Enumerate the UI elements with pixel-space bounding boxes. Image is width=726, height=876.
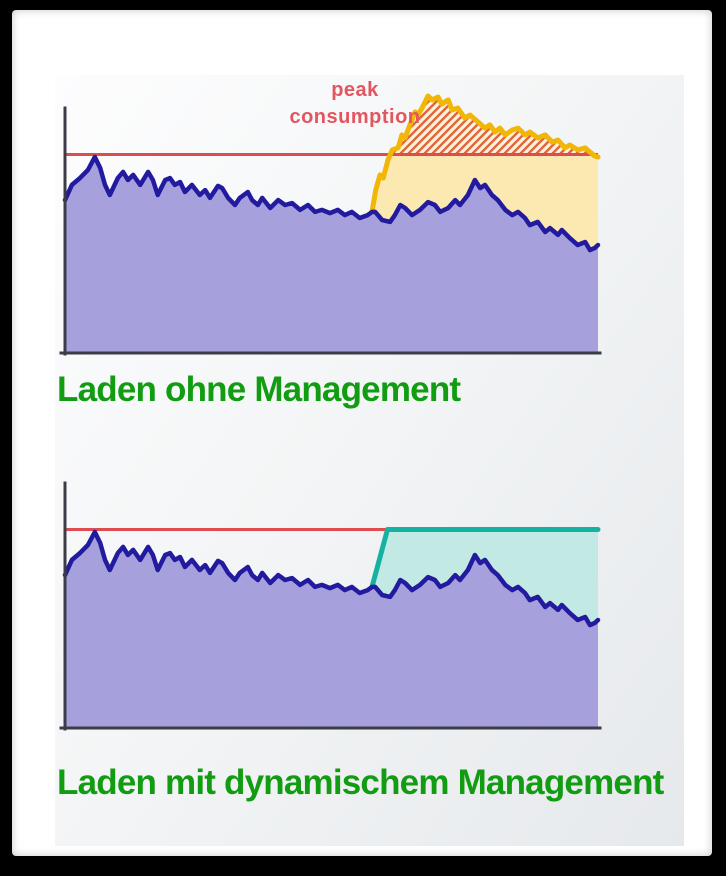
caption-without-management: Laden ohne Management xyxy=(57,370,461,409)
content-card: peak consumption Laden ohne Management xyxy=(55,75,684,846)
annotation-line1: peak xyxy=(331,79,379,101)
chart-with-dynamic-management-plot xyxy=(59,481,602,731)
annotation-line2: consumption xyxy=(289,106,421,128)
overlay-stroke xyxy=(369,93,601,215)
chart-without-management-plot xyxy=(59,93,602,356)
chart-with-dynamic-management xyxy=(55,450,615,740)
page: peak consumption Laden ohne Management xyxy=(12,10,712,856)
base-load-stroke xyxy=(62,529,601,628)
base-load-area xyxy=(65,157,598,353)
caption-with-dynamic-management: Laden mit dynamischem Management xyxy=(57,763,664,802)
chart-without-management: peak consumption xyxy=(55,75,615,365)
base-load-area xyxy=(65,532,598,728)
overlay-stroke xyxy=(369,527,601,590)
peak-consumption-annotation: peak consumption xyxy=(225,77,485,131)
base-load-stroke xyxy=(62,154,601,253)
